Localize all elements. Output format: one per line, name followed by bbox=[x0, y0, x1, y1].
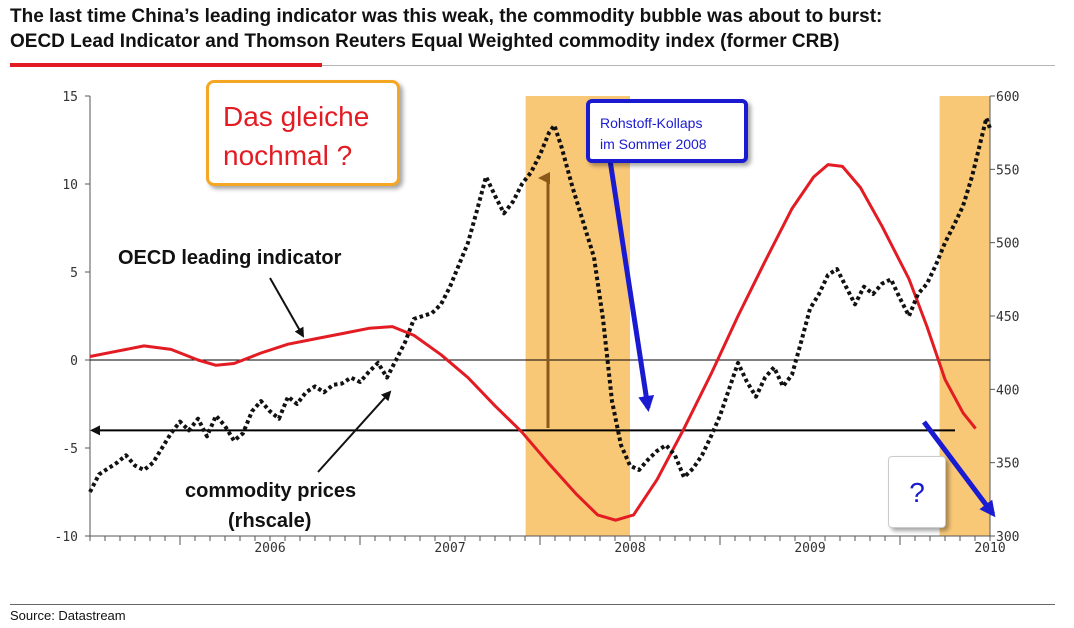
highlight-period-2 bbox=[939, 96, 990, 536]
right-tick-label: 450 bbox=[996, 310, 1019, 325]
chart-title-line1: The last time China’s leading indicator … bbox=[10, 6, 883, 27]
commodity-label-line1: commodity prices bbox=[185, 480, 356, 502]
left-tick-label: -10 bbox=[55, 530, 78, 545]
x-ticks: 2006 2007 2008 2009 2010 bbox=[89, 536, 1006, 556]
oecd-label: OECD leading indicator bbox=[118, 247, 342, 269]
left-tick-label: 15 bbox=[62, 90, 78, 105]
right-tick-label: 550 bbox=[996, 163, 1019, 178]
footer-divider bbox=[10, 604, 1055, 605]
right-tick-label: 300 bbox=[996, 530, 1019, 545]
commodity-pointer-arrow bbox=[317, 390, 392, 473]
question-callout: ? bbox=[888, 456, 946, 528]
collapse-pointer-arrow bbox=[607, 159, 655, 412]
collapse-line1: Rohstoff-Kollaps bbox=[600, 115, 703, 131]
left-tick-label: 10 bbox=[62, 178, 78, 193]
left-tick-label: -5 bbox=[62, 442, 78, 457]
title-accent-rule bbox=[10, 63, 322, 67]
series-layer bbox=[88, 116, 992, 522]
x-tick-label: 2007 bbox=[434, 541, 465, 556]
right-tick-label: 350 bbox=[996, 457, 1019, 472]
left-tick-label: 0 bbox=[70, 354, 78, 369]
left-tick-label: 5 bbox=[70, 266, 78, 281]
collapse-callout: Rohstoff-Kollaps im Sommer 2008 bbox=[586, 99, 748, 163]
collapse-line2: im Sommer 2008 bbox=[600, 136, 707, 152]
same-again-line1: Das gleiche bbox=[223, 101, 370, 132]
right-y-ticks: 600 550 500 450 400 350 300 bbox=[990, 90, 1019, 545]
chart-title-line2: OECD Lead Indicator and Thomson Reuters … bbox=[10, 31, 840, 52]
annotation-arrows bbox=[269, 159, 996, 518]
x-tick-label: 2008 bbox=[614, 541, 645, 556]
title-divider bbox=[322, 65, 1055, 66]
right-tick-label: 400 bbox=[996, 383, 1019, 398]
source-note: Source: Datastream bbox=[10, 608, 126, 623]
oecd-indicator-series bbox=[89, 163, 977, 522]
commodity-label-line2: (rhscale) bbox=[228, 510, 311, 532]
commodity-prices-series bbox=[88, 116, 992, 493]
right-tick-label: 500 bbox=[996, 237, 1019, 252]
x-tick-label: 2010 bbox=[974, 541, 1005, 556]
x-tick-label: 2006 bbox=[254, 541, 285, 556]
oecd-pointer-arrow bbox=[269, 277, 304, 338]
right-tick-label: 600 bbox=[996, 90, 1019, 105]
forecast-arrow bbox=[922, 420, 996, 518]
left-y-ticks: 15 10 5 0 -5 -10 bbox=[55, 90, 90, 545]
x-tick-label: 2009 bbox=[794, 541, 825, 556]
same-again-callout: Das gleiche nochmal ? bbox=[206, 80, 400, 186]
same-again-line2: nochmal ? bbox=[223, 140, 353, 171]
